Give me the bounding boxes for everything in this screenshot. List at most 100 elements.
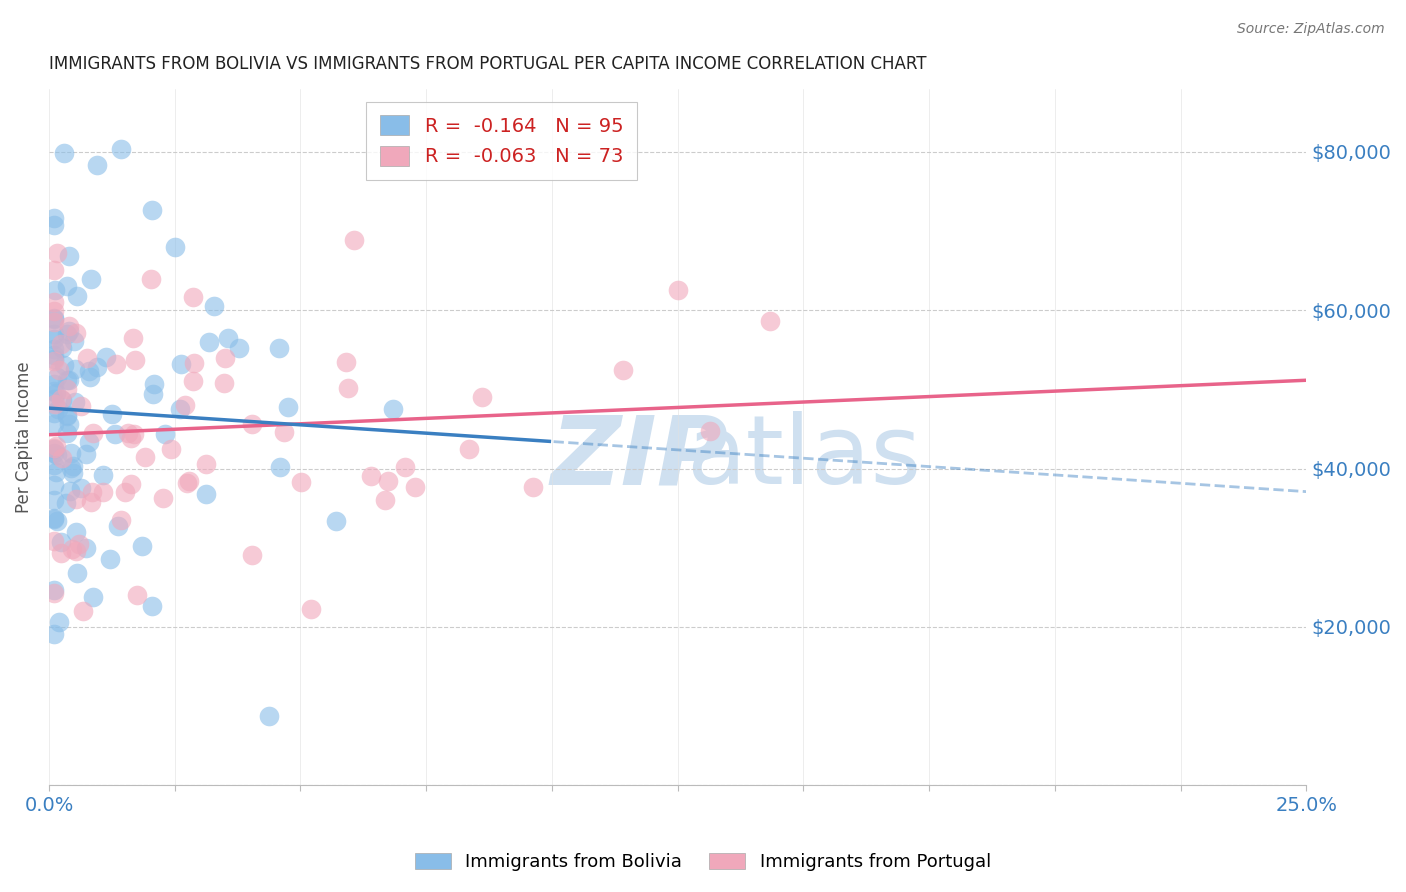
Point <box>77 363 100 377</box>
Point <box>101 408 124 422</box>
Point <box>42 627 65 641</box>
Point <box>228 341 250 355</box>
Point <box>44 397 66 411</box>
Point <box>59 461 82 475</box>
Point <box>42 348 65 362</box>
Point <box>58 249 80 263</box>
Point <box>42 442 65 456</box>
Point <box>65 289 87 303</box>
Point <box>46 369 69 384</box>
Point <box>63 334 86 348</box>
Point <box>60 446 83 460</box>
Point <box>80 494 103 508</box>
Point <box>335 354 357 368</box>
Point <box>382 401 405 416</box>
Text: atlas: atlas <box>686 411 921 504</box>
Point <box>131 539 153 553</box>
Point <box>42 303 65 318</box>
Point <box>173 398 195 412</box>
Point <box>120 431 142 445</box>
Point <box>666 283 689 297</box>
Point <box>110 142 132 156</box>
Legend: Immigrants from Bolivia, Immigrants from Portugal: Immigrants from Bolivia, Immigrants from… <box>408 846 998 879</box>
Point <box>217 331 239 345</box>
Point <box>45 440 67 454</box>
Point <box>699 424 721 438</box>
Point <box>45 514 67 528</box>
Point <box>269 460 291 475</box>
Point <box>46 401 69 416</box>
Point <box>42 478 65 492</box>
Point <box>45 465 67 479</box>
Point <box>55 496 77 510</box>
Point <box>42 534 65 549</box>
Point <box>91 484 114 499</box>
Point <box>65 326 87 340</box>
Y-axis label: Per Capita Income: Per Capita Income <box>15 361 32 513</box>
Point <box>56 409 79 424</box>
Point <box>75 541 97 555</box>
Point <box>66 566 89 580</box>
Point <box>299 601 322 615</box>
Point <box>42 446 65 460</box>
Point <box>42 353 65 368</box>
Point <box>58 324 80 338</box>
Point <box>59 484 82 499</box>
Point <box>56 409 79 423</box>
Point <box>120 477 142 491</box>
Point <box>51 341 73 355</box>
Point <box>42 211 65 226</box>
Point <box>82 425 104 440</box>
Point <box>240 417 263 431</box>
Point <box>58 318 80 333</box>
Point <box>62 541 84 556</box>
Point <box>42 417 65 431</box>
Point <box>181 374 204 388</box>
Point <box>202 299 225 313</box>
Point <box>360 469 382 483</box>
Point <box>58 372 80 386</box>
Point <box>277 400 299 414</box>
Point <box>75 447 97 461</box>
Point <box>183 356 205 370</box>
Point <box>42 512 65 526</box>
Point <box>522 480 544 494</box>
Point <box>152 491 174 505</box>
Point <box>141 599 163 613</box>
Point <box>42 376 65 391</box>
Point <box>165 240 187 254</box>
Point <box>758 313 780 327</box>
Point <box>198 334 221 349</box>
Point <box>42 458 65 472</box>
Point <box>374 493 396 508</box>
Point <box>65 524 87 539</box>
Point <box>325 514 347 528</box>
Point <box>51 392 73 407</box>
Point <box>42 510 65 524</box>
Point <box>121 331 143 345</box>
Point <box>142 386 165 401</box>
Point <box>124 352 146 367</box>
Point <box>45 448 67 462</box>
Point <box>62 458 84 473</box>
Point <box>259 709 281 723</box>
Point <box>96 350 118 364</box>
Point <box>65 395 87 409</box>
Point <box>458 442 481 457</box>
Text: IMMIGRANTS FROM BOLIVIA VS IMMIGRANTS FROM PORTUGAL PER CAPITA INCOME CORRELATIO: IMMIGRANTS FROM BOLIVIA VS IMMIGRANTS FR… <box>49 55 927 73</box>
Point <box>46 246 69 260</box>
Point <box>134 450 156 464</box>
Point <box>44 284 66 298</box>
Point <box>86 359 108 374</box>
Point <box>49 392 72 406</box>
Point <box>114 485 136 500</box>
Point <box>42 315 65 329</box>
Point <box>107 519 129 533</box>
Point <box>49 337 72 351</box>
Point <box>58 417 80 431</box>
Point <box>143 376 166 391</box>
Point <box>48 363 70 377</box>
Point <box>139 272 162 286</box>
Point <box>42 493 65 508</box>
Point <box>343 233 366 247</box>
